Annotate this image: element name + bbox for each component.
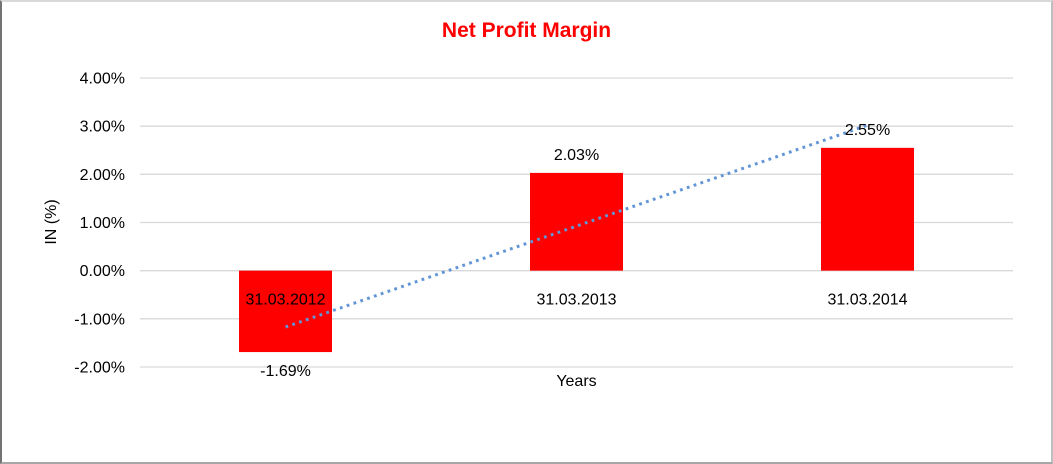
y-tick-label: 1.00% <box>80 215 125 232</box>
y-tick-label: 0.00% <box>80 263 125 280</box>
y-tick-label: -1.00% <box>74 311 125 328</box>
data-label: -1.69% <box>260 363 311 380</box>
bar <box>239 270 332 353</box>
bar <box>530 172 623 271</box>
y-tick-label: 4.00% <box>80 71 125 88</box>
trendline <box>285 123 868 329</box>
y-tick-label: 3.00% <box>80 119 125 136</box>
x-axis-title: Years <box>556 373 597 390</box>
y-tick-label: 2.00% <box>80 167 125 184</box>
chart-title: Net Profit Margin <box>441 19 612 42</box>
category-label: 31.03.2014 <box>827 292 907 309</box>
category-label: 31.03.2012 <box>245 292 325 309</box>
bar <box>821 147 914 271</box>
data-label: 2.03% <box>554 147 599 164</box>
y-tick-label: -2.00% <box>74 360 125 377</box>
category-label: 31.03.2013 <box>536 292 616 309</box>
data-label: 2.55% <box>845 122 890 139</box>
